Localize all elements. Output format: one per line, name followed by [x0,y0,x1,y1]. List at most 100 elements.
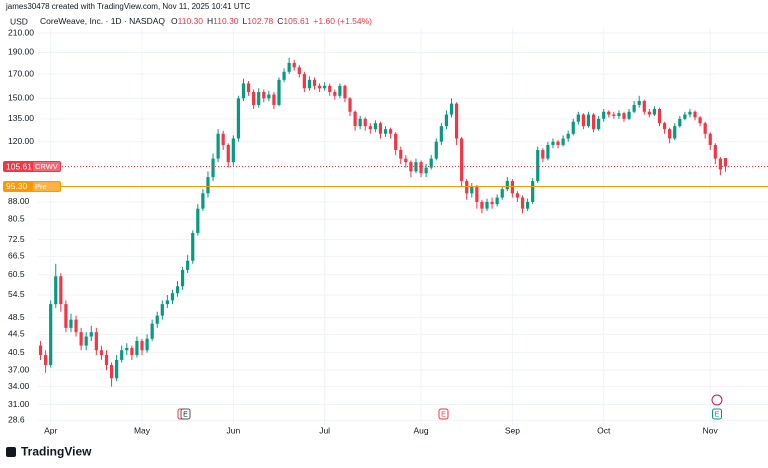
candle-body [307,79,312,89]
candle-body [226,144,230,163]
y-tick-label: 44.5 [8,329,25,339]
candle-body [246,83,251,92]
candle-body [54,276,58,305]
logo: TradingView [6,445,92,459]
legend-item: 110.30 [178,16,204,26]
candle-body [632,104,636,112]
candle-body [180,269,185,287]
candle-body [186,260,190,270]
y-tick-label: 34.00 [8,381,30,391]
legend-item: +1.60 (+1.54%) [313,16,372,26]
y-tick-label: 150.00 [8,93,34,103]
candle-body [252,91,256,105]
event-label: E [441,411,446,418]
price-tag-text: CRWV [35,162,58,171]
x-tick-label: Jun [226,425,240,435]
candle-body [434,141,438,159]
y-tick-label: 120.00 [8,136,34,146]
candle-body [317,85,322,89]
candle-body [652,109,657,115]
candle-body [490,201,494,205]
candle-body [94,332,98,351]
price-tag-text: Pre [35,182,47,191]
candle-body [622,113,626,119]
candle-body [175,286,180,294]
logo-icon [6,447,16,457]
watermark: james30478 created with TradingView.com,… [5,2,251,11]
candle-body [525,201,530,209]
candle-body [79,332,83,346]
y-tick-label: 31.00 [8,399,30,409]
candle-body [531,181,535,202]
y-tick-label: 88.00 [8,196,30,206]
candle-body [510,181,514,194]
y-tick-label: 210.00 [8,27,34,37]
candle-body [536,149,540,182]
grid [38,28,768,425]
candle-body [328,85,332,92]
candle-body [647,111,651,115]
candle-body [708,133,712,145]
candle-body [49,304,53,366]
candle-body [713,144,717,159]
legend-item: C [277,16,283,26]
candle-body [505,181,509,190]
candle-body [693,111,697,118]
candle-body [617,113,621,116]
legend-item: CoreWeave, Inc. · 1D · NASDAQ [40,16,165,26]
candle-body [99,350,104,356]
candle-body [74,319,78,333]
candle-body [541,149,545,159]
candle-body [414,162,418,172]
candle-body [125,347,129,351]
legend-item: 102.78 [247,16,273,26]
event-icon [711,394,723,406]
candle-body [723,158,728,167]
candle-body [160,304,164,316]
candle-body [515,193,520,198]
x-tick-label: Oct [597,425,611,435]
candle-body [475,187,479,202]
candle-body [89,332,93,337]
candle-body [480,201,484,209]
candle-body [454,103,459,139]
y-tick-label: 80.5 [8,213,25,223]
candle-body [44,355,48,366]
x-tick-label: May [134,425,151,435]
candle-body [241,83,246,99]
candle-body [586,114,591,127]
candle-body [191,232,195,261]
legend-item: O [171,16,178,26]
candle-body [373,123,377,130]
candle-body [485,201,489,209]
candle-body [338,85,342,96]
price-tag [3,180,61,192]
candle-body [272,94,276,105]
y-tick-label: 135.00 [8,113,34,123]
candle-body [267,94,271,99]
price-tag [3,161,61,173]
candle-body [115,359,119,379]
candle-body [424,167,428,174]
candle-body [591,114,596,130]
candle-body [637,100,641,105]
candle-body [64,304,68,328]
y-tick-label: 28.6 [8,414,25,424]
candle-body [368,126,372,130]
candle-body [546,144,550,159]
y-tick-label: 66.5 [8,251,25,261]
candle-body [109,365,114,379]
event-label: E [715,411,720,418]
candle-body [394,133,398,150]
candle-body [145,338,149,351]
y-tick-label: 54.5 [8,289,25,299]
candle-body [607,111,611,115]
candle-body [662,123,667,130]
candle-body [287,62,291,72]
candle-body [449,103,454,115]
candle-body [236,98,241,139]
candle-body [668,129,672,139]
candle-body [302,74,306,89]
candle-body [348,98,352,112]
candle-body [378,123,383,134]
